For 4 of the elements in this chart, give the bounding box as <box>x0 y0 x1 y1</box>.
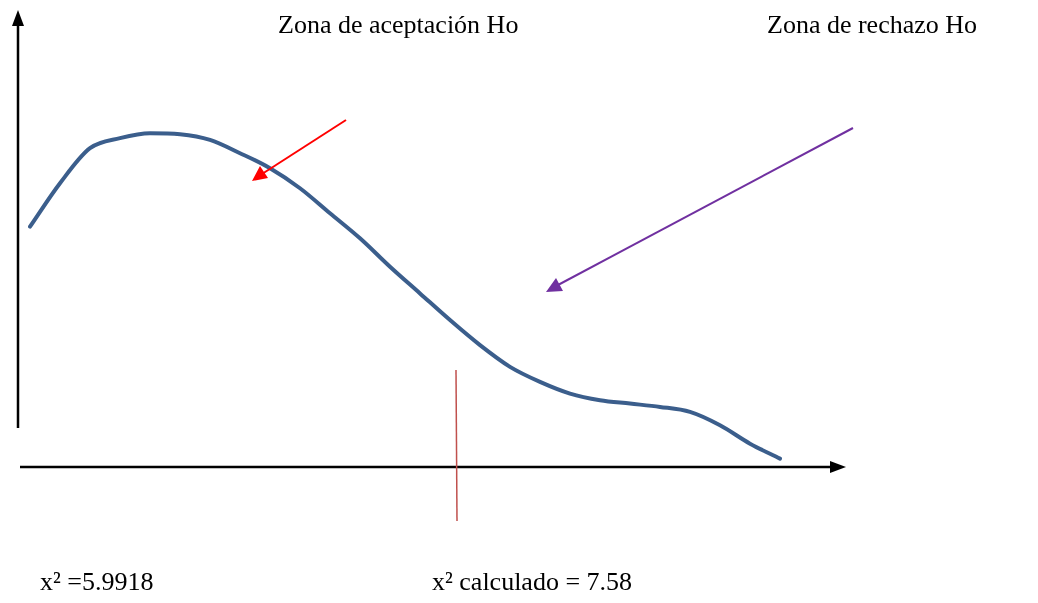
text: x² calculado = 7.58 <box>432 567 633 597</box>
text: Zona de aceptación Ho <box>278 10 519 40</box>
text: x² =5.9918 <box>40 567 154 597</box>
text: Zona de rechazo Ho <box>767 10 978 40</box>
